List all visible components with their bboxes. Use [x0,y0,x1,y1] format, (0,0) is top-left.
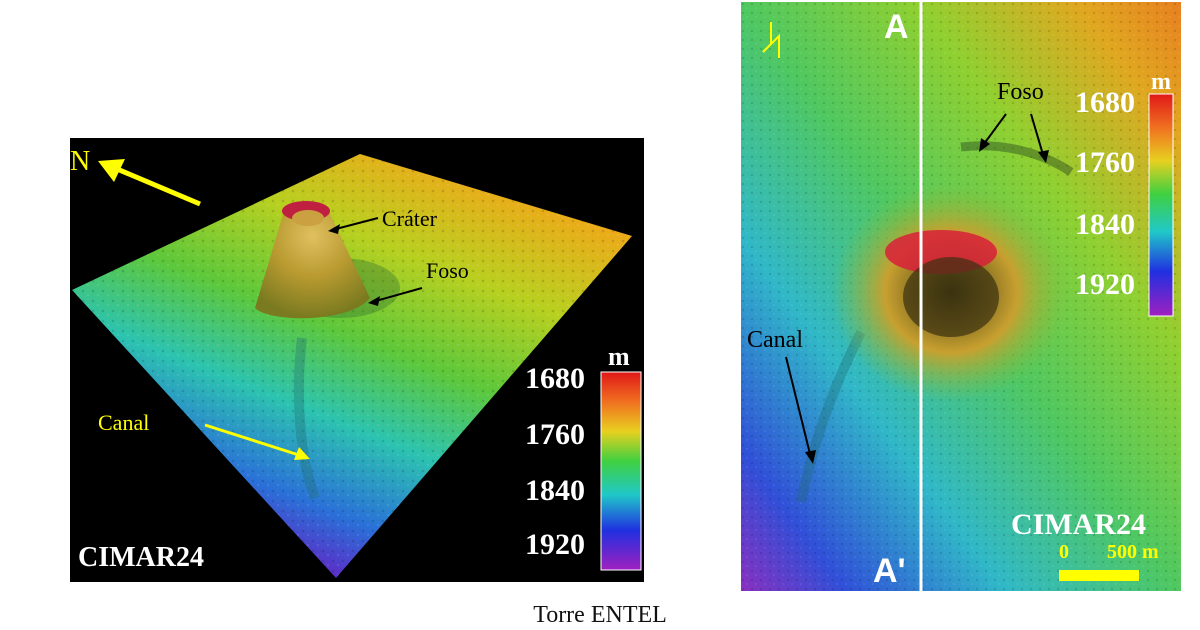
north-symbol [762,22,780,58]
brand-label: CIMAR24 [78,542,204,573]
legend-tick: 1920 [1075,268,1135,301]
crater-floor [903,257,999,337]
brand-label: CIMAR24 [1011,508,1146,541]
crater-floor [292,210,324,226]
legend-tick: 1680 [525,362,585,395]
canal-pointer [204,423,303,458]
foso-shadow [960,141,1074,176]
plan-view-bathymetry-map: A A' Foso Canal m 1680 1760 1840 1920 CI… [741,2,1181,591]
perspective-surface [72,154,642,578]
crater-label: Cráter [382,206,437,231]
scale-start: 0 [1059,541,1069,563]
canal-shading [293,337,320,500]
legend-tick: 1840 [1075,208,1135,241]
canal-label: Canal [747,327,803,353]
north-arrow [109,163,201,207]
legend-tick: 1680 [1075,86,1135,119]
foso-label: Foso [997,79,1044,105]
depth-legend-bar [600,371,642,571]
scale-end: 500 m [1107,541,1159,563]
foso-pointer [371,287,423,303]
north-arrowhead [98,159,125,182]
north-label: N [70,146,91,177]
legend-unit: m [608,342,630,371]
legend-tick: 1920 [525,528,585,561]
canal-pointer [785,356,812,459]
foso-label: Foso [426,258,469,283]
legend-tick: 1760 [525,418,585,451]
foso-pointer [1030,113,1045,159]
legend-tick: 1760 [1075,146,1135,179]
canal-label: Canal [98,410,150,435]
scale-bar [1059,570,1139,581]
figure-caption: Torre ENTEL [533,602,667,628]
plan-view-surface [741,2,1181,591]
depth-legend-bar [1148,93,1174,317]
legend-tick: 1840 [525,474,585,507]
legend-unit: m [1151,69,1171,95]
perspective-bathymetry-map: N Cráter Foso Canal CIMAR24 m 1680 1760 … [70,138,644,582]
volcano-cone [255,200,370,319]
crater-pointer [331,217,379,231]
section-label-top: A [884,8,909,46]
section-label-bottom: A' [873,552,906,590]
